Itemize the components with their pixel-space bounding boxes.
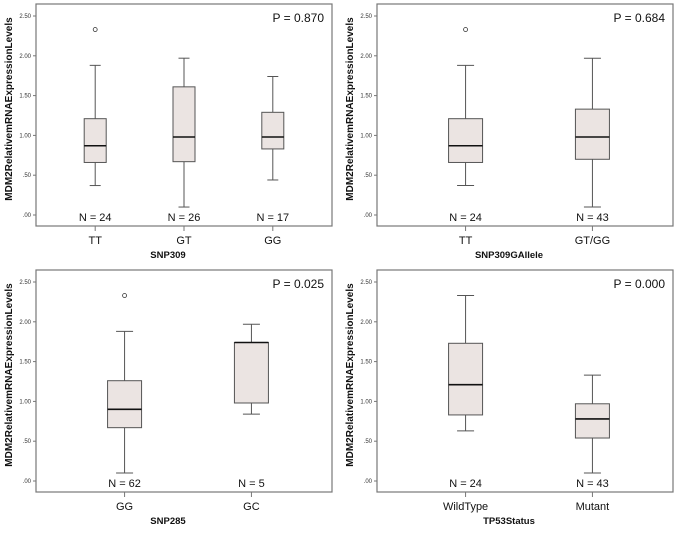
- n-count-label: N = 62: [108, 478, 141, 490]
- box-group: N = 43 GT/GG: [574, 57, 610, 247]
- n-count-label: N = 24: [79, 212, 112, 224]
- box: [261, 111, 285, 150]
- y-tick-label: .50: [23, 173, 32, 179]
- boxplot-panel: 2.50 2.00 1.50 1.00 .50 .00 MDM2RelativemRNAEx…: [345, 3, 674, 261]
- plot-area: [376, 269, 674, 493]
- y-tick-label: 1.00: [360, 133, 372, 139]
- x-category-label: GC: [243, 501, 260, 513]
- box: [448, 342, 484, 416]
- x-axis-label: SNP309: [150, 250, 185, 261]
- y-tick-label: 2.00: [19, 320, 31, 326]
- y-tick-label: 1.00: [19, 399, 31, 405]
- y-tick-label: .50: [364, 173, 373, 179]
- x-category-label: WildType: [443, 501, 488, 513]
- box-group: N = 17 GG: [256, 75, 289, 247]
- p-value-label: P = 0.025: [273, 277, 325, 291]
- y-tick-label: 1.50: [19, 360, 31, 366]
- x-category-label: TT: [88, 235, 102, 247]
- box: [574, 403, 610, 439]
- y-tick-label: 2.00: [19, 54, 31, 60]
- y-tick-label: 1.50: [360, 94, 372, 100]
- y-tick-label: .50: [23, 439, 32, 445]
- n-count-label: N = 24: [449, 212, 482, 224]
- p-value-label: P = 0.684: [614, 11, 666, 25]
- box-group: N = 43 Mutant: [574, 374, 610, 513]
- boxplot-panel: 2.50 2.00 1.50 1.00 .50 .00 MDM2RelativemRNAEx…: [345, 269, 674, 527]
- x-category-label: GG: [264, 235, 281, 247]
- y-tick-label: 2.50: [360, 280, 372, 286]
- box-group: N = 62 GG: [107, 293, 143, 513]
- x-category-label: TT: [459, 235, 473, 247]
- y-tick-label: 2.50: [360, 14, 372, 20]
- p-value-label: P = 0.000: [614, 277, 666, 291]
- box-group: N = 5 GC: [233, 323, 269, 513]
- boxplot-panel: 2.50 2.00 1.50 1.00 .50 .00 MDM2RelativemRNAEx…: [4, 3, 333, 261]
- y-axis-label: MDM2RelativemRNAExpressionLevels: [4, 283, 15, 467]
- p-value-label: P = 0.870: [273, 11, 325, 25]
- x-axis-label: SNP285: [150, 516, 186, 527]
- outlier-point: [463, 27, 468, 32]
- outlier-point: [92, 27, 98, 32]
- box: [172, 86, 196, 163]
- box: [233, 341, 269, 404]
- n-count-label: N = 17: [256, 212, 289, 224]
- x-category-label: GT: [176, 235, 192, 247]
- boxplot-panel: 2.50 2.00 1.50 1.00 .50 .00 MDM2RelativemRNAEx…: [4, 269, 333, 527]
- n-count-label: N = 43: [576, 478, 609, 490]
- y-tick-label: 2.00: [360, 320, 372, 326]
- n-count-label: N = 5: [238, 478, 265, 490]
- box: [107, 380, 143, 429]
- x-category-label: GG: [116, 501, 133, 513]
- x-axis-label: TP53Status: [483, 516, 535, 527]
- y-tick-label: .50: [364, 439, 373, 445]
- y-tick-label: .00: [23, 213, 32, 219]
- y-tick-label: .00: [364, 213, 373, 219]
- box: [83, 118, 107, 163]
- box-group: N = 26 GT: [168, 57, 201, 247]
- x-axis-label: SNP309GAllele: [475, 250, 543, 261]
- box: [574, 108, 610, 160]
- n-count-label: N = 24: [449, 478, 482, 490]
- x-category-label: GT/GG: [575, 235, 610, 247]
- y-axis-label: MDM2RelativemRNAExpressionLevels: [345, 17, 356, 201]
- y-tick-label: 1.50: [19, 94, 31, 100]
- n-count-label: N = 43: [576, 212, 609, 224]
- y-tick-label: 1.50: [360, 360, 372, 366]
- box: [448, 118, 484, 163]
- y-axis-label: MDM2RelativemRNAExpressionLevels: [4, 17, 15, 201]
- y-tick-label: .00: [364, 479, 373, 485]
- y-tick-label: 2.50: [19, 280, 31, 286]
- box-group: N = 24 TT: [448, 27, 484, 247]
- plot-area: [376, 3, 674, 227]
- x-category-label: Mutant: [576, 501, 610, 513]
- n-count-label: N = 26: [168, 212, 201, 224]
- y-tick-label: 1.00: [19, 133, 31, 139]
- box-group: N = 24 TT: [79, 27, 112, 247]
- box-group: N = 24 WildType: [443, 295, 488, 513]
- y-tick-label: .00: [23, 479, 32, 485]
- outlier-point: [122, 293, 127, 298]
- plot-area: [35, 269, 333, 493]
- y-axis-label: MDM2RelativemRNAExpressionLevels: [345, 283, 356, 467]
- y-tick-label: 2.00: [360, 54, 372, 60]
- y-tick-label: 2.50: [19, 14, 31, 20]
- y-tick-label: 1.00: [360, 399, 372, 405]
